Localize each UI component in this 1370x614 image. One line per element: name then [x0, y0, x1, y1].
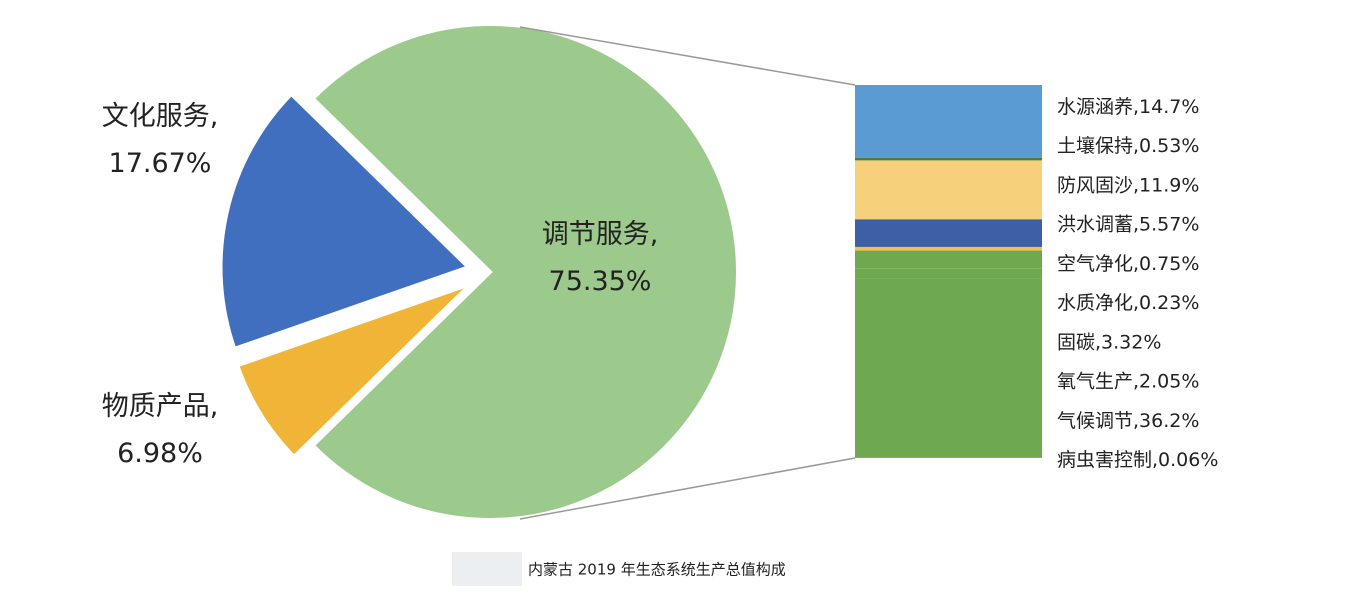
pie-label: 文化服务, — [102, 101, 219, 132]
segment-name: 病虫害控制, — [1057, 449, 1158, 471]
segment-value: 2.05% — [1139, 370, 1199, 392]
bar-segment — [855, 278, 1042, 458]
segment-name: 固碳, — [1057, 331, 1101, 353]
segment-name: 空气净化, — [1057, 252, 1139, 274]
pie-slice — [218, 90, 473, 352]
segment-label: 气候调节,36.2% — [1057, 409, 1199, 431]
bar-segment — [855, 268, 1042, 279]
bar-segment — [855, 219, 1042, 247]
pie-value-label: 75.35% — [549, 266, 652, 297]
segment-value: 14.7% — [1139, 96, 1199, 118]
segment-value: 5.57% — [1139, 213, 1199, 235]
pie-label: 调节服务, — [542, 219, 659, 250]
segment-label: 固碳,3.32% — [1057, 331, 1161, 353]
segment-label: 空气净化,0.75% — [1057, 252, 1199, 274]
segment-name: 水源涵养, — [1057, 96, 1139, 118]
segment-name: 防风固沙, — [1057, 174, 1139, 196]
segment-label: 水质净化,0.23% — [1057, 292, 1199, 314]
bar-segment — [855, 251, 1042, 269]
pie-label: 物质产品, — [102, 391, 219, 422]
segment-value: 0.23% — [1139, 292, 1199, 314]
segment-label: 防风固沙,11.9% — [1057, 174, 1199, 196]
caption: 内蒙古 2019 年生态系统生产总值构成 — [528, 561, 786, 579]
segment-value: 0.06% — [1158, 449, 1218, 471]
segment-name: 气候调节, — [1057, 409, 1139, 431]
connector — [519, 457, 856, 520]
bar-segment — [855, 250, 1042, 252]
segment-name: 氧气生产, — [1057, 370, 1139, 392]
segment-value: 3.32% — [1101, 331, 1161, 353]
segment-value: 11.9% — [1139, 174, 1199, 196]
segment-name: 洪水调蓄, — [1057, 213, 1139, 235]
segment-value: 0.75% — [1139, 252, 1199, 274]
bar-segment — [855, 85, 1042, 158]
pie-value-label: 17.67% — [109, 148, 212, 179]
segment-label: 病虫害控制,0.06% — [1057, 449, 1218, 471]
bar-segment — [855, 157, 1042, 161]
connector — [519, 26, 856, 86]
pie-slice — [234, 281, 473, 460]
bar-segment — [855, 160, 1042, 220]
segment-value: 36.2% — [1139, 409, 1199, 431]
blurred-logo — [452, 552, 522, 586]
segment-label: 洪水调蓄,5.57% — [1057, 213, 1199, 235]
segment-value: 0.53% — [1139, 135, 1199, 157]
bar-segment — [855, 246, 1042, 251]
pie-value-label: 6.98% — [117, 438, 203, 469]
segment-name: 水质净化, — [1057, 292, 1139, 314]
pie-slice — [309, 22, 740, 522]
segment-label: 水源涵养,14.7% — [1057, 96, 1199, 118]
segment-label: 土壤保持,0.53% — [1057, 135, 1199, 157]
segment-label: 氧气生产,2.05% — [1057, 370, 1199, 392]
segment-name: 土壤保持, — [1057, 135, 1139, 157]
